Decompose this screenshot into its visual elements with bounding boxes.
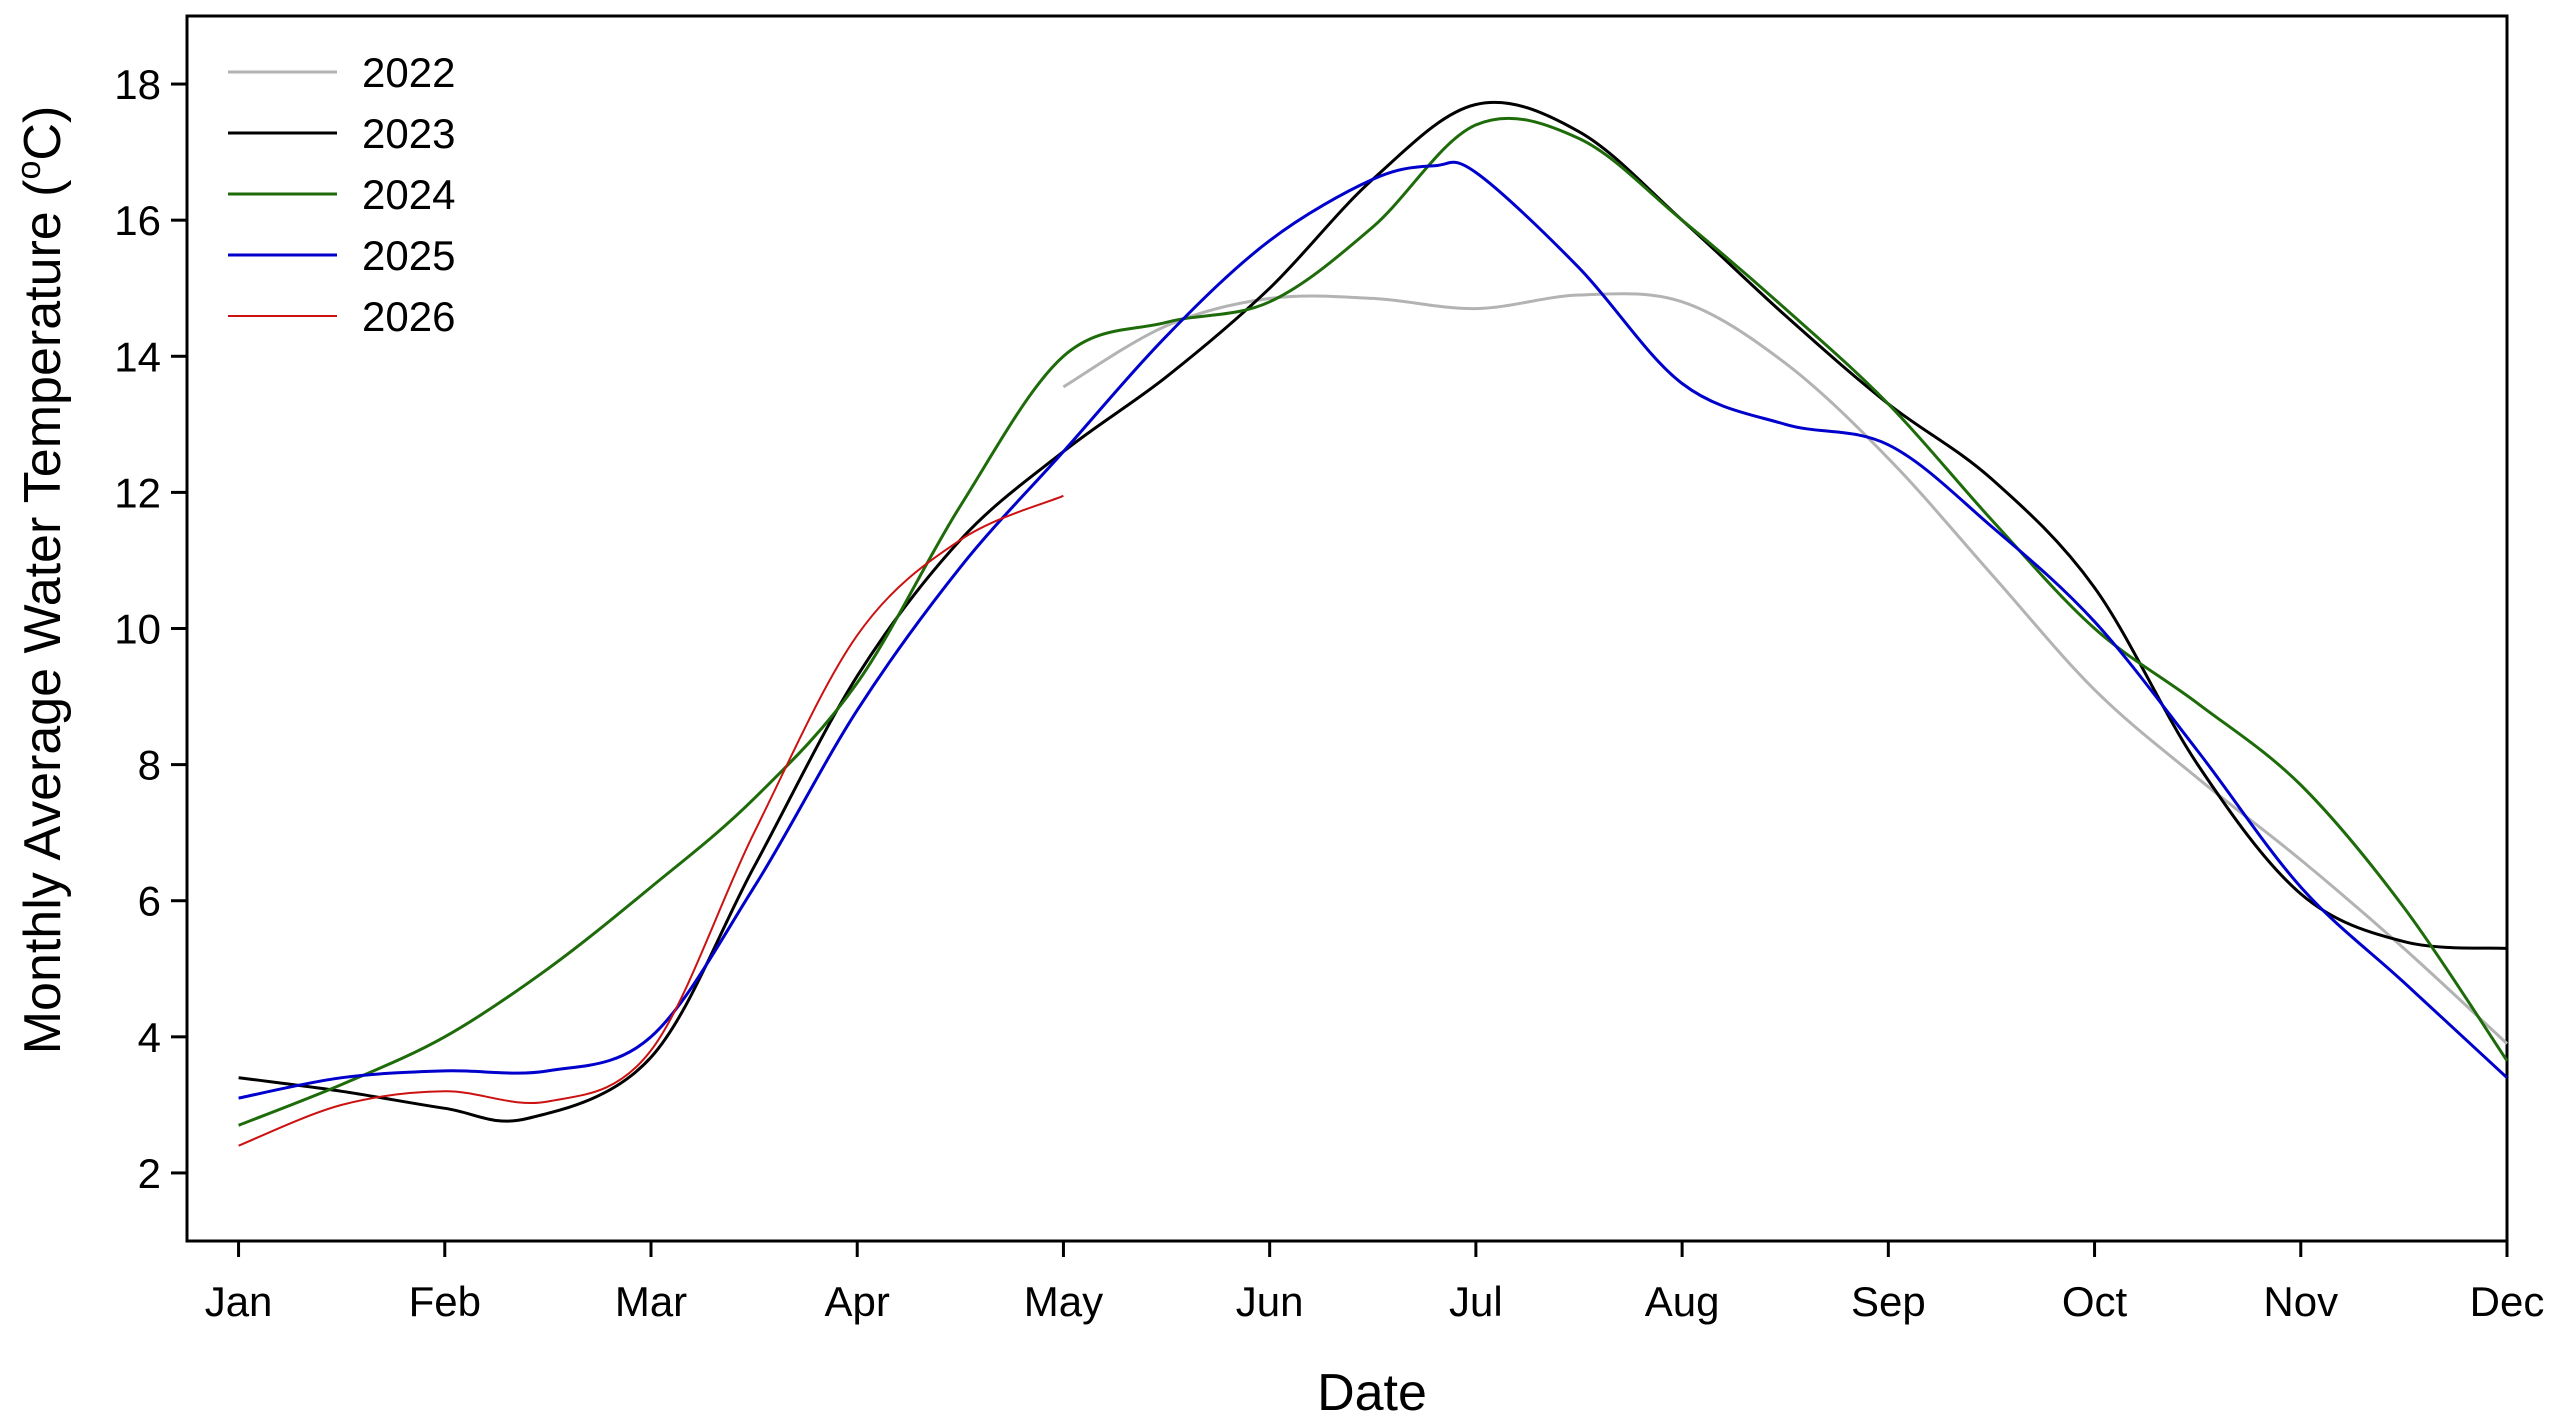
x-tick-label: Jul: [1449, 1278, 1503, 1325]
series-line-2025: [238, 160, 2509, 1100]
series-line-2023: [238, 100, 2508, 1123]
y-tick-label: 10: [114, 606, 161, 653]
x-tick-label: Aug: [1645, 1278, 1720, 1325]
legend-label-2025: 2025: [362, 232, 455, 279]
x-tick-label: Nov: [2263, 1278, 2338, 1325]
y-axis-title-superscript: o: [10, 161, 48, 180]
y-tick-label: 18: [114, 61, 161, 108]
y-tick-label: 2: [138, 1150, 161, 1197]
x-tick-label: Mar: [615, 1278, 687, 1325]
x-tick-label: May: [1024, 1278, 1103, 1325]
y-axis: 2 4 6 8 10 12 14 16 18: [114, 61, 187, 1197]
x-tick-label: Sep: [1851, 1278, 1926, 1325]
series-layer: [238, 100, 2509, 1147]
x-tick-label: Jun: [1236, 1278, 1304, 1325]
x-axis-title: Date: [1317, 1364, 1427, 1421]
series-line-2026: [238, 494, 1064, 1147]
y-axis-title: Monthly Average Water Temperature (oC): [10, 106, 72, 1055]
y-tick-label: 14: [114, 333, 161, 380]
x-axis: Jan Feb Mar Apr May Jun Jul Aug Sep Oct Nov Dec: [205, 1241, 2545, 1325]
series-line-2022: [1062, 292, 2509, 1045]
y-axis-title-main: Monthly Average Water Temperature (: [14, 179, 72, 1054]
legend-label-2023: 2023: [362, 110, 455, 157]
legend-label-2022: 2022: [362, 49, 455, 96]
legend: 2022 2023 2024 2025 2026: [228, 49, 455, 340]
plot-frame: [185, 14, 2509, 1243]
x-tick-label: Dec: [2470, 1278, 2545, 1325]
series-line-2024: [238, 116, 2509, 1127]
y-tick-label: 8: [138, 742, 161, 789]
x-tick-label: Jan: [205, 1278, 273, 1325]
legend-label-2024: 2024: [362, 171, 455, 218]
y-tick-label: 4: [138, 1014, 161, 1061]
y-tick-label: 6: [138, 878, 161, 925]
y-tick-label: 16: [114, 197, 161, 244]
x-tick-label: Feb: [409, 1278, 481, 1325]
x-tick-label: Oct: [2062, 1278, 2128, 1325]
y-axis-title-end: C): [14, 106, 72, 161]
x-tick-label: Apr: [825, 1278, 890, 1325]
legend-label-2026: 2026: [362, 293, 455, 340]
y-tick-label: 12: [114, 469, 161, 516]
